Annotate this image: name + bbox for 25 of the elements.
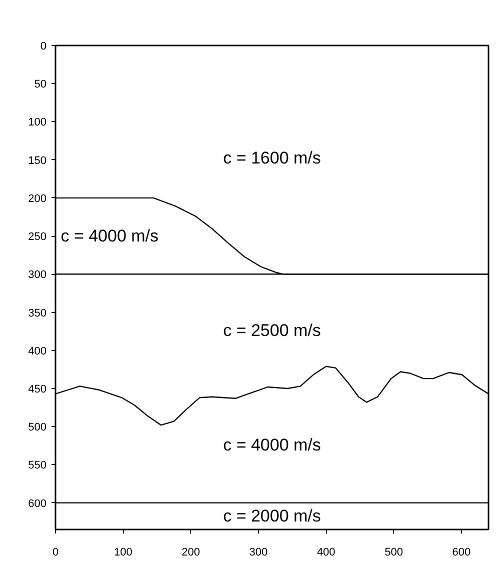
y-tick-label: 500 bbox=[28, 422, 47, 434]
x-tick-label: 500 bbox=[384, 546, 403, 558]
annotation: c = 4000 m/s bbox=[60, 226, 159, 246]
annotation: c = 1600 m/s bbox=[223, 148, 321, 168]
y-tick-label: 400 bbox=[28, 345, 47, 358]
y-tick-label: 50 bbox=[34, 78, 47, 91]
x-tick-label: 400 bbox=[316, 546, 336, 558]
y-tick-label: 200 bbox=[28, 192, 47, 205]
annotation: c = 2500 m/s bbox=[223, 321, 321, 340]
y-tick-label: 300 bbox=[28, 269, 47, 282]
x-tick-label: 200 bbox=[182, 546, 200, 558]
annotation: c = 4000 m/s bbox=[223, 436, 321, 455]
annotation: c = 2000 m/s bbox=[223, 506, 321, 526]
y-tick-label: 150 bbox=[28, 154, 47, 167]
y-tick-label: 450 bbox=[28, 383, 47, 396]
x-tick-label: 100 bbox=[114, 546, 132, 558]
y-tick-label: 600 bbox=[28, 498, 47, 510]
y-tick-label: 0 bbox=[40, 40, 47, 52]
y-tick-label: 250 bbox=[28, 231, 47, 244]
y-tick-label: 350 bbox=[28, 307, 47, 320]
x-tick-label: 600 bbox=[452, 546, 471, 558]
x-tick-label: 0 bbox=[52, 546, 59, 558]
y-tick-label: 550 bbox=[28, 460, 47, 472]
x-tick-label: 300 bbox=[249, 546, 268, 558]
y-tick-label: 100 bbox=[28, 116, 47, 129]
